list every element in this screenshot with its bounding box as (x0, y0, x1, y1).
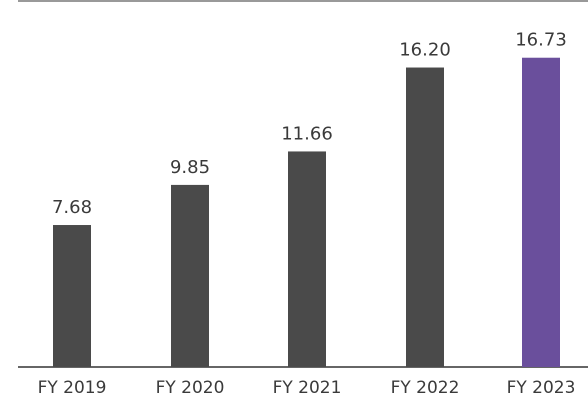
category-label: FY 2019 (38, 378, 107, 398)
value-label: 7.68 (52, 197, 92, 218)
category-label: FY 2023 (507, 378, 576, 398)
bar-fy-2023 (522, 57, 560, 368)
value-label: 11.66 (281, 123, 333, 144)
category-label: FY 2022 (391, 378, 460, 398)
bar-fy-2021 (288, 151, 326, 367)
category-labels-group: FY 2019 FY 2020 FY 2021 FY 2022 FY 2023 (38, 378, 576, 398)
value-label: 16.73 (515, 30, 567, 51)
bar-fy-2020 (171, 184, 209, 367)
category-label: FY 2021 (273, 378, 342, 398)
value-label: 16.20 (399, 40, 451, 61)
bar-fy-2019 (53, 225, 91, 367)
category-label: FY 2020 (156, 378, 225, 398)
value-labels-group: 7.68 9.85 11.66 16.20 16.73 (52, 30, 567, 218)
bars-group (53, 57, 560, 368)
bar-fy-2022 (406, 67, 444, 367)
value-label: 9.85 (170, 157, 210, 178)
